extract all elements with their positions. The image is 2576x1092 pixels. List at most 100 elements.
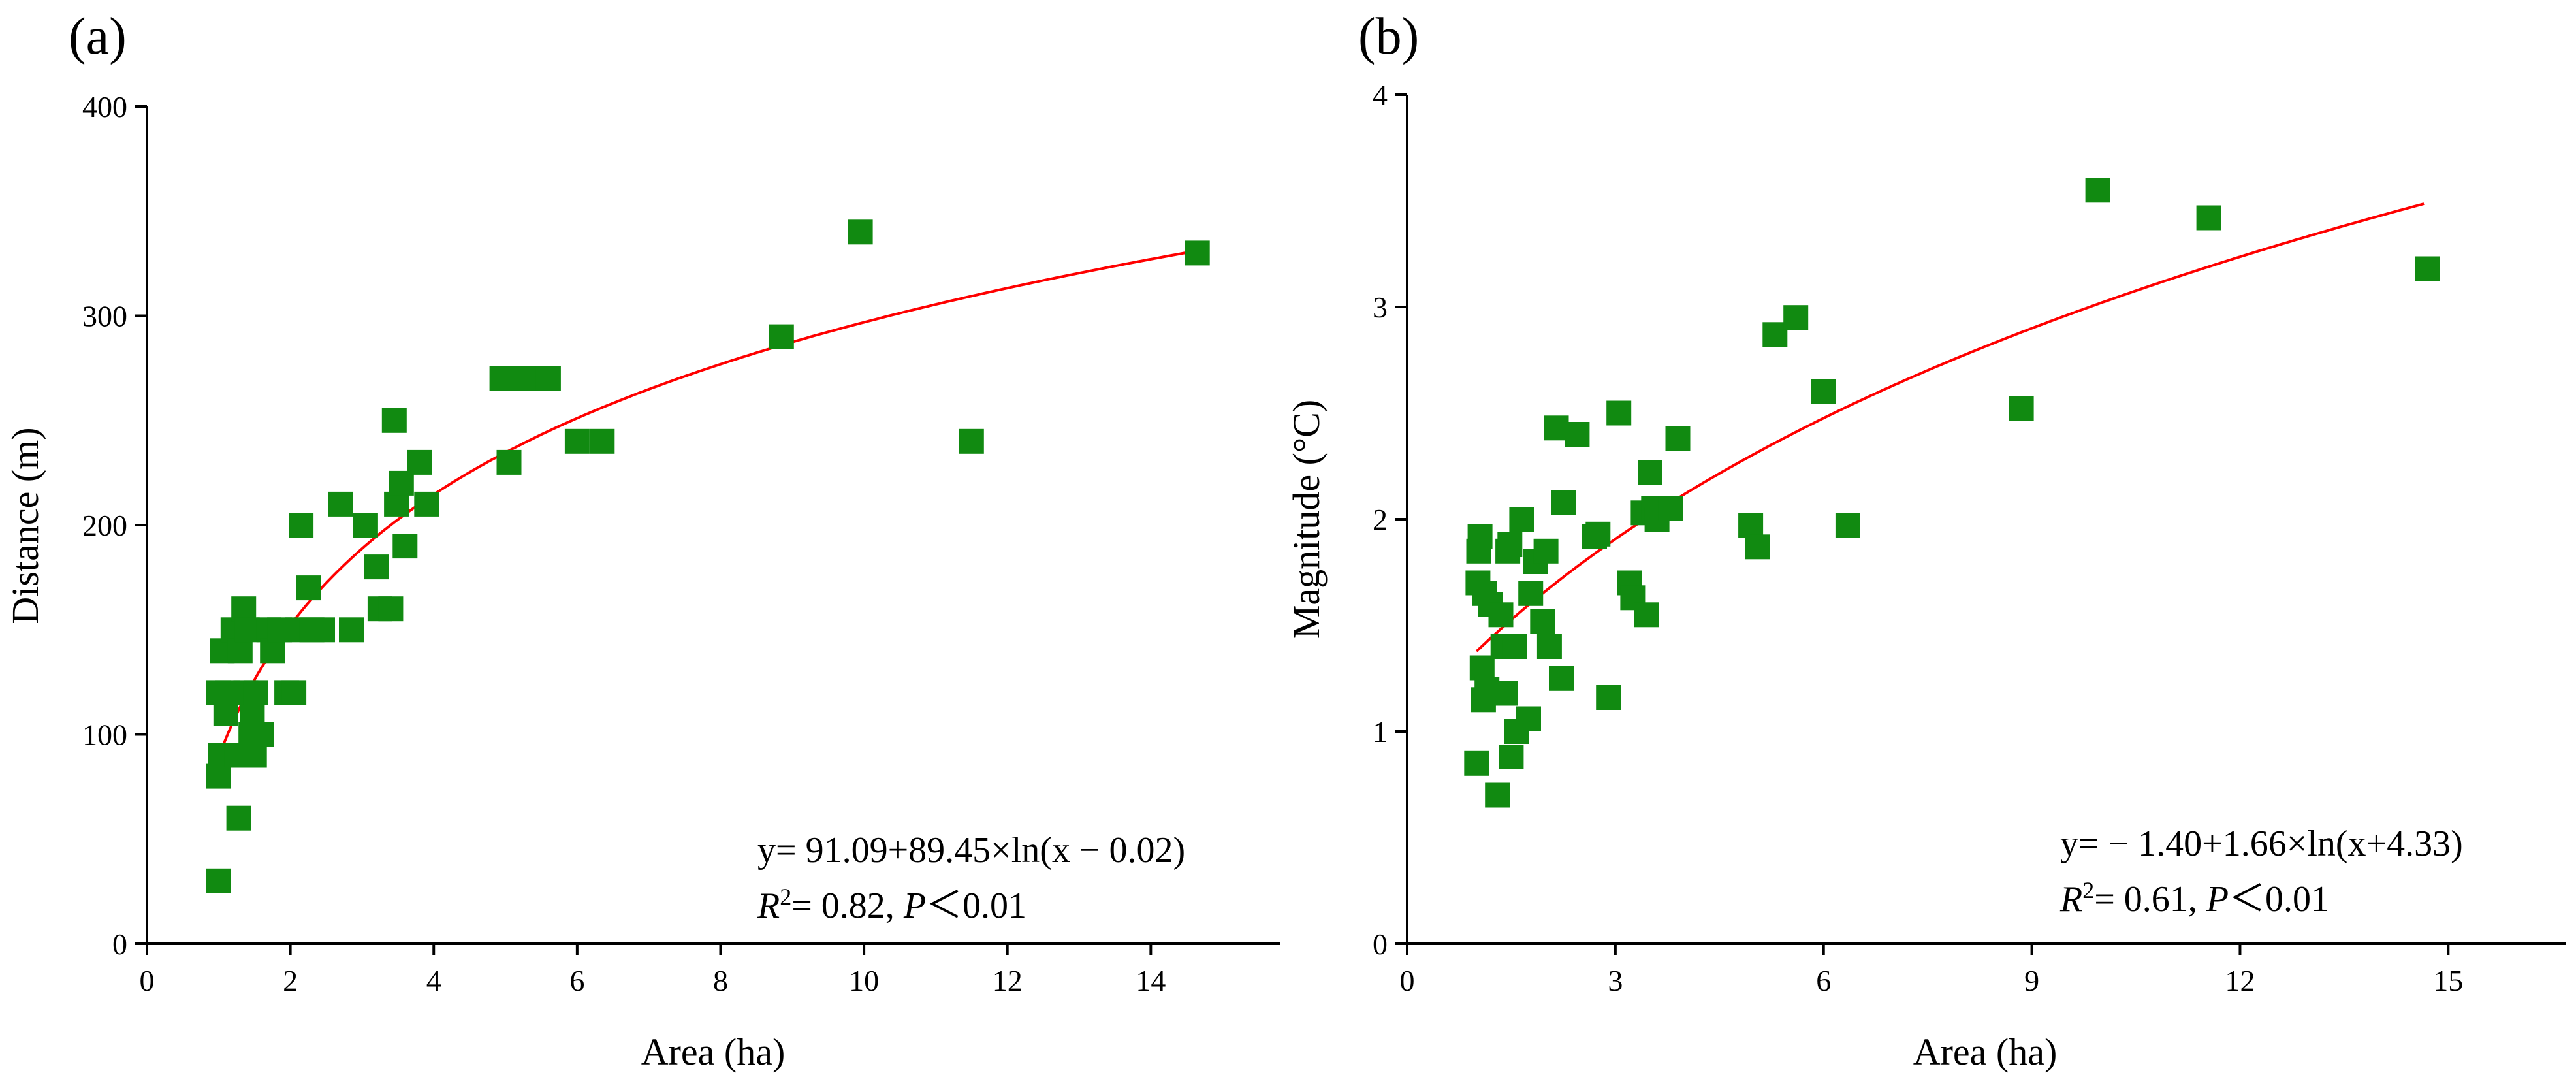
panel-b-data-point [1634,602,1659,628]
panel-a-data-point [227,638,253,664]
panel-b-data-point [2085,178,2110,203]
panel-b-data-point [1658,496,1683,521]
panel-a-data-point [226,805,251,831]
panel-a-data-point [848,219,873,245]
panel-a-equation: y= 91.09+89.45×ln(x − 0.02) [757,830,1185,871]
panel-b-data-point [1665,426,1691,451]
panel-a-r2-value: = 0.82, [791,886,904,926]
panel-b-data-point [1738,513,1764,538]
panel-a-x-tick-label: 0 [140,964,155,997]
panel-a-data-point [392,534,418,559]
panel-b-x-tick-label: 0 [1400,964,1415,997]
panel-b-equation: y= − 1.40+1.66×ln(x+4.33) [2060,824,2463,864]
panel-a-data-point [328,491,353,517]
panel-a-data-point [243,680,268,705]
panel-a-x-tick-label: 14 [1136,964,1166,997]
panel-b-data-point [1551,490,1576,515]
panel-b-data-point [1493,681,1518,706]
panel-b-stats: R2= 0.61, P＜0.01 [2059,877,2329,920]
panel-a-data-point [231,596,257,622]
panel-b-label: (b) [1358,8,1419,65]
panel-a-data-point [407,449,432,475]
panel-b-data-point [1835,513,1860,538]
panel-a-r2-sup: 2 [780,884,791,910]
panel-b-data-point [1502,634,1527,659]
panel-a-data-point [281,680,307,705]
panel-a-fit-curve-group [217,249,1198,758]
panel-a-data-point [378,596,404,622]
panel-a-data-point [769,324,794,349]
panel-b-data-point [1536,634,1562,659]
panel-b-x-tick-label: 3 [1608,964,1623,997]
panel-b-data-point [1518,581,1544,606]
panel-a-data-point [535,366,561,391]
panel-a-ticks: 0 2 4 6 8 10 12 14 0 100 200 300 400 [82,90,1166,997]
panel-b-points [1464,178,2440,808]
panel-a-y-axis-title: Distance (m) [4,427,46,624]
panel-b-x-tick-label: 6 [1816,964,1831,997]
panel-a-data-point [206,868,231,893]
panel-b-data-point [1485,782,1510,808]
panel-a-y-tick-label: 100 [82,718,127,752]
panel-a-label: (a) [69,8,127,65]
panel-a-data-point [353,513,378,538]
panel-a-data-point [242,743,267,768]
panel-a-chart: (a) 0 2 4 6 8 10 12 14 0 100 200 300 400 Area (ha) D… [4,8,1280,1073]
panel-a-x-axis-title: Area (ha) [641,1031,786,1073]
panel-b-r2-symbol: R [2059,879,2082,920]
panel-b-p-value: ＜0.01 [2229,879,2329,920]
panel-b-data-point [1499,745,1524,769]
panel-b-y-tick-label: 2 [1373,503,1388,536]
panel-a-points [206,219,1210,893]
panel-a-data-point [564,428,590,454]
panel-b-y-tick-label: 1 [1373,715,1388,748]
panel-b-data-point [1497,532,1523,557]
panel-a-data-point [296,575,321,601]
panel-a-y-tick-label: 200 [82,509,127,542]
panel-a-data-point [339,617,364,643]
panel-b-data-point [1469,655,1495,681]
panel-b-data-point [1544,415,1569,441]
panel-a-x-tick-label: 6 [569,964,584,997]
panel-a-data-point [1185,240,1210,266]
panel-a-data-point [240,701,265,726]
panel-a-x-tick-label: 10 [849,964,879,997]
panel-b-data-point [1596,685,1621,710]
panel-a-data-point [310,617,335,643]
panel-a-p-symbol: P [903,886,926,926]
panel-b-data-point [1533,538,1559,564]
panel-a-x-tick-label: 8 [713,964,728,997]
panel-b-data-point [1565,422,1590,447]
panel-a-fit-curve [217,249,1198,758]
panel-b-data-point [1783,305,1809,330]
panel-b-data-point [1606,400,1632,426]
panel-a-data-point [234,617,260,643]
panel-a-data-point [389,470,414,496]
panel-b-data-point [2196,205,2221,231]
panel-b-fit-curve-group [1475,202,2425,652]
panel-b-y-tick-label: 4 [1373,78,1388,112]
panel-a-data-point [213,701,238,726]
panel-a-data-point [414,491,439,517]
panel-b-data-point [1516,706,1541,731]
panel-a-x-tick-label: 4 [426,964,441,997]
panel-a-data-point [959,428,984,454]
panel-b-data-point [1585,521,1611,547]
panel-a-stats: R2= 0.82, P＜0.01 [757,884,1026,926]
panel-b-data-point [1509,507,1534,532]
panel-b-x-axis-title: Area (ha) [1913,1031,2058,1073]
panel-a-y-tick-label: 0 [112,927,127,961]
panel-b-data-point [1464,750,1489,776]
panel-b-data-point [1745,534,1770,560]
panel-a-x-tick-label: 2 [283,964,298,997]
panel-b-x-tick-label: 9 [2024,964,2039,997]
panel-b-data-point [1762,322,1788,347]
panel-b-fit-curve [1475,202,2425,652]
panel-b-data-point [2415,256,2440,281]
panel-b-data-point [1467,524,1493,549]
panel-a-data-point [289,513,314,538]
panel-a-data-point [590,428,615,454]
